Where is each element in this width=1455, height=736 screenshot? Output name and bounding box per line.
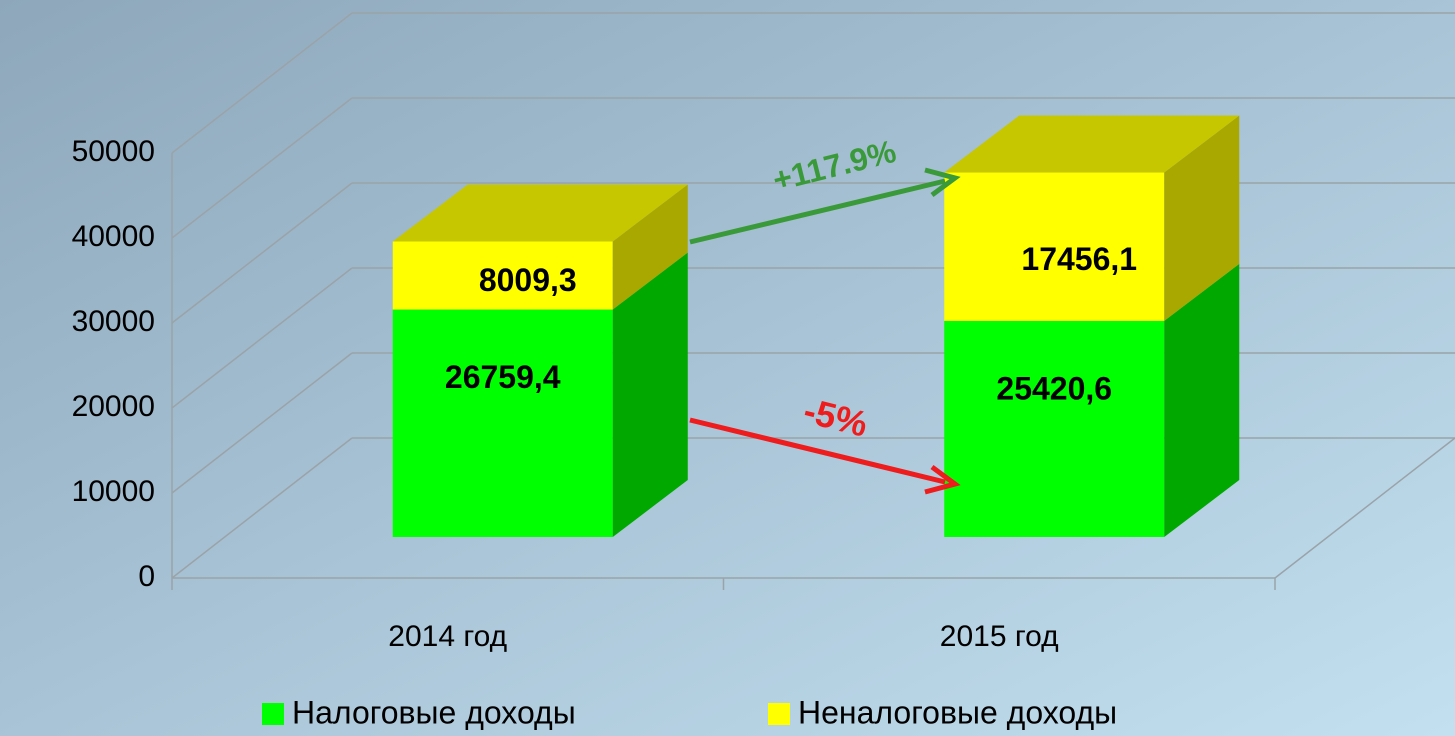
value-label: 17456,1 xyxy=(1021,241,1137,277)
arrow-head xyxy=(924,464,961,495)
arrow-head xyxy=(924,167,961,198)
y-tick-label: 40000 xyxy=(72,220,155,253)
value-label: 25420,6 xyxy=(996,370,1112,406)
bar xyxy=(392,241,613,310)
bar-side xyxy=(1164,263,1240,537)
arrow-down xyxy=(689,417,946,485)
legend-label: Налоговые доходы xyxy=(292,694,576,730)
y-tick-label: 30000 xyxy=(72,305,155,338)
y-tick-label: 0 xyxy=(138,560,155,593)
arrow-up xyxy=(689,178,946,245)
bar xyxy=(944,172,1165,321)
grid-line-side xyxy=(171,12,353,154)
legend-swatch xyxy=(262,703,284,725)
bar xyxy=(392,309,613,537)
legend-swatch xyxy=(768,703,790,725)
y-tick-label: 20000 xyxy=(72,390,155,423)
bars: 26759,4 8009,3 25420,6 17456,1 xyxy=(392,115,1240,537)
legend: Налоговые доходы Неналоговые доходы xyxy=(262,694,1117,730)
bar-side xyxy=(612,184,688,310)
value-label: 26759,4 xyxy=(445,359,561,395)
value-label: 8009,3 xyxy=(479,262,577,298)
grid-line-side xyxy=(171,267,353,409)
bar-top xyxy=(944,115,1240,173)
grid-line-side xyxy=(171,97,353,239)
bar xyxy=(944,320,1165,537)
bar-side xyxy=(612,252,688,537)
y-tick-label: 10000 xyxy=(72,475,155,508)
x-tick-label: 2015 год xyxy=(940,620,1059,653)
grid-line-side xyxy=(171,182,353,324)
y-tick-label: 50000 xyxy=(72,135,155,168)
grid: 0 10000 20000 30000 40000 50000 2014 год 2015 г… xyxy=(72,12,1455,653)
x-tick-label: 2014 год xyxy=(388,620,507,653)
floor-edge xyxy=(1274,437,1455,579)
grid-line-side xyxy=(171,352,353,494)
bar-side xyxy=(1164,115,1240,321)
bar-top xyxy=(392,184,688,242)
grid-line-side xyxy=(171,437,353,579)
legend-label: Неналоговые доходы xyxy=(798,694,1117,730)
